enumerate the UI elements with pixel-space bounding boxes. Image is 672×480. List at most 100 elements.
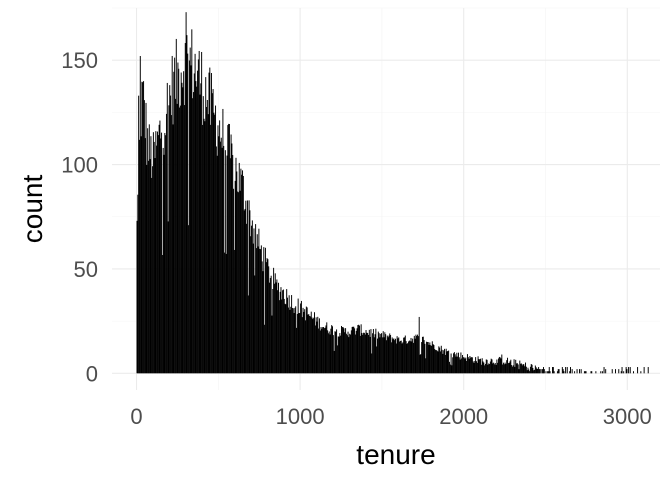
histogram-bar [465, 357, 467, 374]
histogram-bar [534, 365, 536, 374]
histogram-bar [552, 367, 554, 374]
histogram-bar [475, 361, 477, 374]
histogram-bar [333, 350, 335, 374]
histogram-bar [172, 124, 174, 374]
histogram-bar [252, 243, 254, 374]
histogram-bar [402, 342, 404, 374]
histogram-bar [318, 318, 320, 374]
histogram-bar [399, 341, 401, 374]
histogram-bar [224, 150, 226, 374]
histogram-bar [242, 170, 244, 374]
histogram-bar [297, 298, 299, 374]
histogram-bar [205, 77, 207, 374]
histogram-bar [442, 353, 444, 374]
y-axis-tick-labels: 0 50 100 150 [61, 48, 98, 386]
histogram-bar [526, 370, 528, 374]
histogram-bar [374, 334, 376, 374]
histogram-bar [423, 340, 425, 374]
histogram-bar [305, 306, 307, 374]
histogram-bar [141, 81, 143, 374]
histogram-bar [296, 313, 298, 374]
histogram-bar [334, 331, 336, 374]
histogram-bar [507, 357, 509, 374]
histogram-bar [381, 333, 383, 374]
histogram-bar [152, 132, 154, 374]
histogram-bar [536, 368, 538, 374]
histogram-bar [344, 332, 346, 374]
histogram-bar [601, 371, 603, 374]
histogram-bar [204, 121, 206, 374]
histogram-bar [226, 155, 228, 374]
histogram-bar [643, 367, 645, 374]
histogram-bar [385, 334, 387, 374]
histogram-bar [288, 295, 290, 374]
histogram-bar [394, 340, 396, 374]
histogram-bar [480, 358, 482, 374]
histogram-bar [192, 98, 194, 374]
histogram-bar [533, 370, 535, 374]
histogram-bar [484, 365, 486, 374]
histogram-bar [410, 337, 412, 374]
x-axis-title: tenure [356, 439, 435, 470]
histogram-bar [389, 333, 391, 374]
histogram-bar [273, 267, 275, 374]
histogram-bar [476, 362, 478, 374]
histogram-bar [628, 367, 630, 374]
histogram-bar [143, 81, 145, 374]
histogram-bar [207, 114, 209, 374]
histogram-bar [215, 146, 217, 374]
histogram-bar [331, 325, 333, 374]
histogram-bar [319, 330, 321, 374]
histogram-bar [595, 371, 597, 374]
histogram-bar [287, 307, 289, 374]
histogram-bar [186, 35, 188, 374]
histogram-bar [152, 166, 154, 374]
histogram-bar [241, 174, 243, 374]
histogram-bar [347, 331, 349, 374]
histogram-bar [407, 343, 409, 374]
histogram-bar [317, 316, 319, 374]
histogram-bar [565, 367, 567, 374]
histogram-bar [515, 359, 517, 374]
histogram-bar [265, 262, 267, 374]
histogram-bar [328, 331, 330, 374]
histogram-bar [216, 155, 218, 374]
histogram-bar [558, 369, 560, 374]
y-tick-label: 100 [61, 153, 98, 178]
histogram-bar [574, 371, 576, 374]
histogram-bar [531, 364, 533, 374]
histogram-bar [214, 114, 216, 374]
histogram-bar [430, 345, 432, 374]
histogram-bar [348, 337, 350, 374]
histogram-bar [367, 332, 369, 374]
histogram-bar [284, 303, 286, 374]
histogram-bar [225, 253, 227, 374]
histogram-bar [346, 335, 348, 374]
histogram-bar [425, 358, 427, 374]
histogram-bar [503, 364, 505, 374]
histogram-bar [345, 328, 347, 374]
histogram-bar [436, 350, 438, 374]
histogram-bar [498, 358, 500, 374]
histogram-bars [136, 12, 649, 374]
histogram-bar [440, 345, 442, 374]
histogram-bar [250, 236, 252, 374]
histogram-bar [220, 137, 222, 374]
histogram-bar [193, 73, 195, 374]
histogram-bar [211, 93, 213, 374]
histogram-bar [188, 60, 190, 374]
histogram-bar [182, 87, 184, 374]
histogram-bar [400, 340, 402, 374]
histogram-bar [235, 157, 237, 374]
histogram-bar [562, 369, 564, 374]
histogram-bar [417, 334, 419, 374]
histogram-bar [243, 210, 245, 374]
histogram-bar [357, 325, 359, 374]
histogram-bar [370, 329, 372, 374]
histogram-bar [171, 55, 173, 374]
histogram-bar [201, 124, 203, 374]
histogram-bar [620, 371, 622, 374]
histogram-bar [324, 327, 326, 374]
histogram-bar [502, 364, 504, 374]
histogram-bar [197, 70, 199, 374]
